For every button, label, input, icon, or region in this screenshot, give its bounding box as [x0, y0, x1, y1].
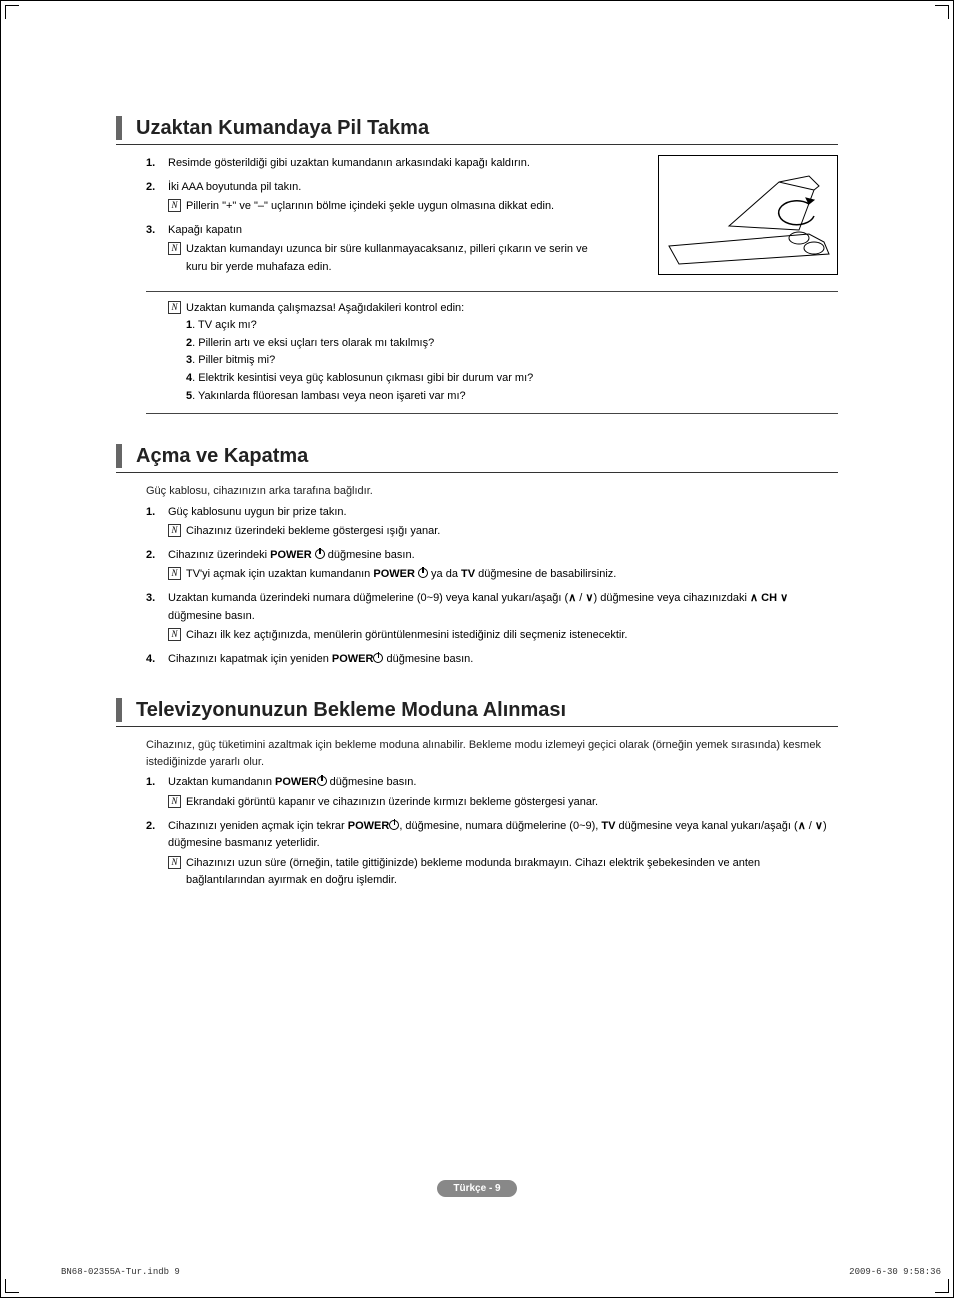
print-metadata: BN68-02355A-Tur.indb 9 2009-6-30 9:58:36 — [61, 1267, 941, 1277]
print-file: BN68-02355A-Tur.indb 9 — [61, 1267, 180, 1277]
section: Uzaktan Kumandaya Pil Takma Resimde göst… — [116, 116, 838, 414]
note-text: TV'yi açmak için uzaktan kumandanın POWE… — [186, 568, 616, 580]
remote-battery-illustration — [658, 155, 838, 275]
note-icon: N — [168, 628, 181, 641]
list-item-text: Uzaktan kumandanın POWER düğmesine basın… — [168, 774, 838, 792]
note-icon: N — [168, 242, 181, 255]
list-item: Cihazınızı yeniden açmak için tekrar POW… — [146, 818, 838, 890]
power-icon — [389, 820, 399, 830]
note-icon: N — [168, 567, 181, 580]
crop-mark-tr — [935, 5, 949, 19]
chevron-down-icon: ∨ — [585, 590, 593, 608]
section-header: Televizyonunuzun Bekleme Moduna Alınması — [116, 698, 838, 727]
troubleshoot-title-text: Uzaktan kumanda çalışmazsa! Aşağıdakiler… — [186, 302, 464, 314]
section-body: Cihazınız, güç tüketimini azaltmak için … — [116, 737, 838, 890]
accent-bar — [116, 116, 122, 140]
list-item: İki AAA boyutunda pil takın. N Pillerin "+… — [146, 179, 606, 216]
chevron-down-icon: ∨ — [815, 818, 823, 836]
page-footer: Türkçe - 9 — [1, 1178, 953, 1197]
list-item-text: Cihazınız üzerindeki POWER düğmesine bas… — [168, 547, 838, 565]
section-header: Açma ve Kapatma — [116, 444, 838, 473]
crop-mark-tl — [5, 5, 19, 19]
list-item: Kapağı kapatın N Uzaktan kumandayı uzunca … — [146, 222, 606, 277]
note-text: Cihazınızı uzun süre (örneğin, tatile gi… — [186, 857, 760, 887]
note: N TV'yi açmak için uzaktan kumandanın POW… — [168, 566, 838, 584]
section-body: Resimde gösterildiği gibi uzaktan kumand… — [116, 155, 838, 414]
note-text: Cihazı ilk kez açtığınızda, menülerin gö… — [186, 629, 627, 641]
accent-bar — [116, 698, 122, 722]
section-title: Uzaktan Kumandaya Pil Takma — [136, 116, 429, 140]
troubleshoot-title: N Uzaktan kumanda çalışmazsa! Aşağıdakile… — [168, 300, 838, 318]
list-item: Uzaktan kumanda üzerindeki numara düğmel… — [146, 590, 838, 645]
list-item-text: İki AAA boyutunda pil takın. — [168, 179, 606, 197]
note: N Cihazınız üzerindeki bekleme göstergesi… — [168, 523, 838, 541]
troubleshoot-list: 1. TV açık mı?2. Pillerin artı ve eksi u… — [168, 317, 838, 405]
page-number-badge: Türkçe - 9 — [437, 1180, 516, 1197]
note: N Cihazı ilk kez açtığınızda, menülerin g… — [168, 627, 838, 645]
note-icon: N — [168, 856, 181, 869]
power-icon — [317, 776, 327, 786]
section: Açma ve Kapatma Güç kablosu, cihazınızın … — [116, 444, 838, 668]
troubleshoot-item: 3. Piller bitmiş mi? — [186, 352, 838, 370]
list-item-text: Kapağı kapatın — [168, 222, 606, 240]
section-intro: Cihazınız, güç tüketimini azaltmak için … — [146, 737, 838, 770]
section-body: Güç kablosu, cihazınızın arka tarafına b… — [116, 483, 838, 668]
note-icon: N — [168, 199, 181, 212]
section-header: Uzaktan Kumandaya Pil Takma — [116, 116, 838, 145]
power-icon — [418, 568, 428, 578]
list-item-text: Uzaktan kumanda üzerindeki numara düğmel… — [168, 590, 838, 625]
numbered-list: Güç kablosunu uygun bir prize takın. N Cih… — [146, 504, 838, 669]
list-item: Cihazınızı kapatmak için yeniden POWER d… — [146, 651, 838, 669]
list-item-text: Güç kablosunu uygun bir prize takın. — [168, 504, 838, 522]
troubleshoot-item: 1. TV açık mı? — [186, 317, 838, 335]
section-title: Televizyonunuzun Bekleme Moduna Alınması — [136, 698, 566, 722]
troubleshoot-item: 4. Elektrik kesintisi veya güç kablosunu… — [186, 370, 838, 388]
note-text: Ekrandaki görüntü kapanır ve cihazınızın… — [186, 796, 598, 808]
list-item: Uzaktan kumandanın POWER düğmesine basın… — [146, 774, 838, 811]
troubleshoot-item: 2. Pillerin artı ve eksi uçları ters ola… — [186, 335, 838, 353]
chevron-down-icon: ∨ — [780, 590, 788, 608]
chevron-up-icon: ∧ — [750, 590, 758, 608]
list-item: Güç kablosunu uygun bir prize takın. N Cih… — [146, 504, 838, 541]
note-text: Pillerin "+" ve "–" uçlarının bölme için… — [186, 200, 554, 212]
chevron-up-icon: ∧ — [568, 590, 576, 608]
note-text: Cihazınız üzerindeki bekleme göstergesi … — [186, 525, 440, 537]
troubleshoot-box: N Uzaktan kumanda çalışmazsa! Aşağıdakile… — [146, 291, 838, 415]
troubleshoot-item: 5. Yakınlarda flüoresan lambası veya neo… — [186, 388, 838, 406]
illustration-svg — [659, 156, 839, 276]
list-item: Cihazınız üzerindeki POWER düğmesine bas… — [146, 547, 838, 584]
note: N Uzaktan kumandayı uzunca bir süre kulla… — [168, 241, 606, 276]
list-item: Resimde gösterildiği gibi uzaktan kumand… — [146, 155, 606, 173]
page-content: Uzaktan Kumandaya Pil Takma Resimde göst… — [1, 1, 953, 980]
note-icon: N — [168, 524, 181, 537]
note: N Pillerin "+" ve "–" uçlarının bölme içi… — [168, 198, 606, 216]
note-text: Uzaktan kumandayı uzunca bir süre kullan… — [186, 243, 588, 273]
list-item-text: Cihazınızı kapatmak için yeniden POWER d… — [168, 651, 838, 669]
crop-mark-br — [935, 1279, 949, 1293]
power-icon — [315, 549, 325, 559]
power-icon — [373, 653, 383, 663]
section-title: Açma ve Kapatma — [136, 444, 308, 468]
numbered-list: Uzaktan kumandanın POWER düğmesine basın… — [146, 774, 838, 890]
note: N Cihazınızı uzun süre (örneğin, tatile g… — [168, 855, 838, 890]
print-timestamp: 2009-6-30 9:58:36 — [849, 1267, 941, 1277]
accent-bar — [116, 444, 122, 468]
list-item-text: Cihazınızı yeniden açmak için tekrar POW… — [168, 818, 838, 853]
note-icon: N — [168, 301, 181, 314]
chevron-up-icon: ∧ — [798, 818, 806, 836]
crop-mark-bl — [5, 1279, 19, 1293]
list-item-text: Resimde gösterildiği gibi uzaktan kumand… — [168, 155, 606, 173]
note: N Ekrandaki görüntü kapanır ve cihazınızı… — [168, 794, 838, 812]
section-intro: Güç kablosu, cihazınızın arka tarafına b… — [146, 483, 838, 500]
section: Televizyonunuzun Bekleme Moduna Alınması… — [116, 698, 838, 890]
note-icon: N — [168, 795, 181, 808]
